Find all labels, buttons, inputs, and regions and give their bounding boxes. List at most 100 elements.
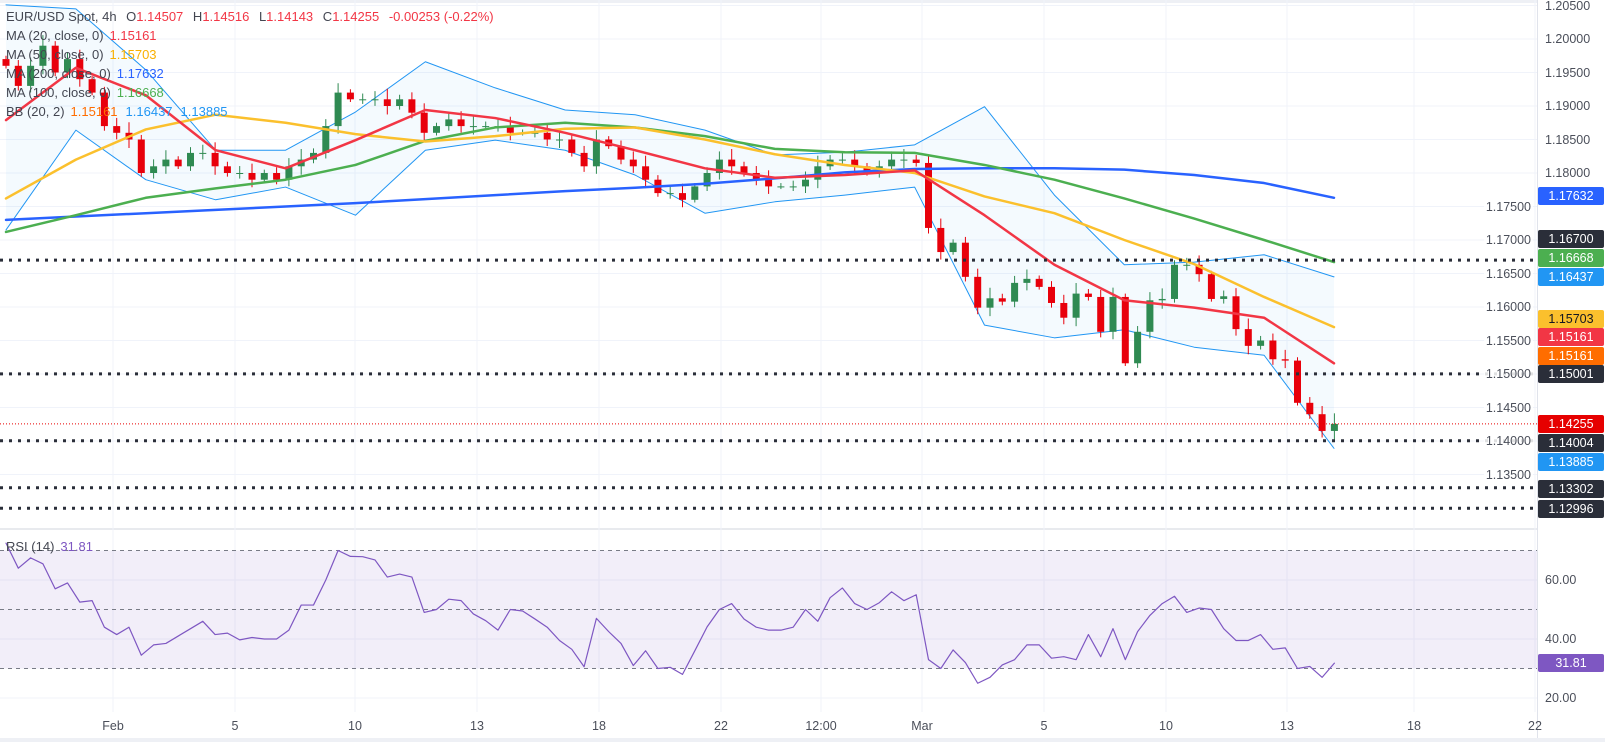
candle-body [715,159,723,173]
candle-body [629,159,637,167]
time-tick-label: 13 [470,719,484,733]
candle-body [1134,331,1142,364]
candle-body [236,173,244,174]
candle-body [580,152,588,167]
ohlc-low: L1.14143 [259,9,313,24]
candle-body [986,298,994,308]
candle-body [1195,264,1203,275]
candle-body [420,112,428,133]
candle-body [1171,264,1178,299]
symbol-title[interactable]: EUR/USD Spot, 4h [6,9,117,24]
bb-basis-value: 1.15161 [70,104,118,119]
indicator-value: 1.17632 [116,66,164,81]
candle-body [1269,340,1277,360]
low-value: 1.14143 [266,9,314,24]
indicator-label: MA (200, close, 0) [6,66,111,81]
rsi-legend[interactable]: RSI (14) 31.81 [6,538,99,556]
indicator-ma50[interactable]: MA (50, close, 0) 1.15703 [6,46,165,64]
price-tick-label: 1.16000 [1483,300,1533,314]
candle-body [765,179,773,187]
price-badge: 1.14004 [1538,434,1604,452]
ohlc-open: O1.14507 [126,9,183,24]
candle-body [346,92,354,100]
time-tick-label: 5 [1040,719,1048,733]
indicator-label: MA (20, close, 0) [6,28,104,43]
candle-body [162,159,170,167]
candle-body [912,159,920,163]
candle-body [531,132,539,134]
candle-body [408,99,416,113]
candle-body [187,152,194,167]
candle-body [592,139,600,167]
price-tick-label: 1.17500 [1483,199,1533,214]
candle-body [260,173,268,180]
open-value: 1.14507 [136,9,184,24]
candle-body [851,159,859,167]
indicator-ma200[interactable]: MA (200, close, 0) 1.17632 [6,65,172,83]
candle-body [814,166,822,180]
candle-body [150,166,158,173]
time-tick-label: 18 [592,719,606,733]
indicator-ma20[interactable]: MA (20, close, 0) 1.15161 [6,27,165,45]
open-label: O [126,9,137,24]
low-label: L [258,9,267,24]
time-tick-label: 10 [1159,719,1173,733]
candle-body [1048,286,1055,303]
high-value: 1.14516 [202,9,250,24]
candle-body [211,152,219,167]
time-tick-label: 12:00 [805,719,837,733]
ma50-line [4,113,1336,329]
ma200-line [4,167,1336,222]
candle-body [396,99,404,106]
candle-body [273,173,281,180]
rsi-tick-label: 20.00 [1545,691,1577,705]
rsi-value: 31.81 [60,539,93,554]
rsi-line [5,542,1336,684]
price-badge: 1.14255 [1538,415,1604,433]
candle-body [937,227,945,253]
candle-body [113,126,121,133]
candle-body [1158,298,1166,301]
indicator-value: 1.16668 [116,85,164,100]
time-tick-label: 18 [1407,719,1421,733]
price-tick-label: 1.19000 [1545,99,1591,113]
bottom-border [0,738,1605,742]
indicator-value: 1.15161 [109,28,157,43]
candle-body [838,159,846,161]
candle-body [1294,360,1301,403]
candle-body [900,159,908,161]
candle-body [334,92,342,127]
candle-body [802,179,809,187]
candle-body [1072,293,1080,318]
candle-body [1183,264,1191,266]
candle-body [703,173,711,187]
candle-body [925,162,932,228]
bb-upper-value: 1.16437 [125,104,173,119]
candle-body [1023,278,1031,283]
price-tick-label: 1.20500 [1545,0,1591,13]
price-badge: 1.13885 [1538,453,1604,471]
candle-body [974,276,982,308]
candle-body [248,173,256,180]
close-value: 1.14255 [332,9,380,24]
candle-body [568,139,576,153]
candle-body [433,126,440,133]
candle-body [949,242,957,253]
candle-body [445,119,453,127]
close-label: C [322,9,333,24]
candle-body [1035,278,1043,287]
price-change: -0.00253 (-0.22%) [388,9,494,24]
indicator-ma100[interactable]: MA (100, close, 0) 1.16668 [6,84,172,102]
bb-lower-value: 1.13885 [180,104,228,119]
indicator-bb[interactable]: BB (20, 2) 1.15161 1.16437 1.13885 [6,103,236,121]
candle-body [691,186,699,200]
candle-body [740,166,748,173]
candle-body [998,298,1006,302]
candle-body [2,59,10,66]
time-tick-label: 13 [1280,719,1294,733]
price-badge: 1.17632 [1538,187,1604,205]
candle-body [1257,340,1265,346]
price-badge: 1.15161 [1538,347,1604,365]
price-badge: 1.16668 [1538,249,1604,267]
